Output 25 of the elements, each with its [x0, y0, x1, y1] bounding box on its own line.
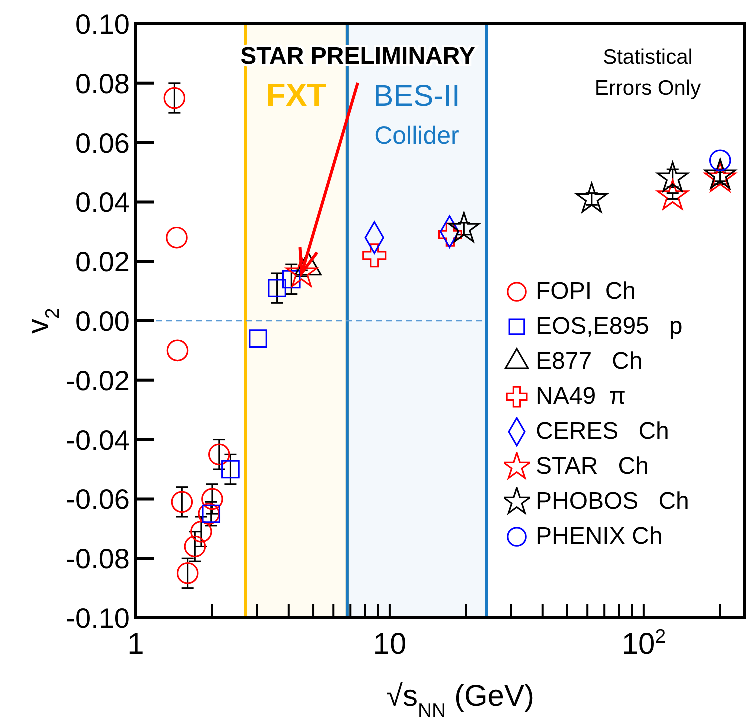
legend-label: FOPI Ch: [536, 277, 636, 307]
y-tick-label: -0.04: [66, 424, 130, 456]
legend-label: CERES Ch: [536, 417, 670, 447]
y-tick-label: -0.10: [66, 603, 130, 634]
y-tick-label: 0.10: [76, 9, 130, 40]
annotation: Statistical Errors Only: [594, 46, 702, 100]
y-tick-label: -0.06: [66, 484, 130, 516]
y-tick-label: -0.02: [66, 365, 130, 396]
x-tick-label: 10$^{2}$: [622, 626, 666, 661]
y-tick-label: 0.00: [76, 306, 130, 337]
legend-label: E877 Ch: [536, 347, 643, 377]
band-label: BES-II Collider: [374, 80, 460, 150]
y-tick-label: 0.02: [76, 246, 130, 278]
x-tick-label: 1: [128, 628, 144, 661]
y-tick-label: 0.08: [76, 68, 130, 100]
x-tick-label: 10: [373, 628, 407, 661]
y-tick-label: 0.06: [76, 128, 130, 159]
y-tick-label: -0.08: [66, 544, 130, 575]
legend-label: PHOBOS Ch: [536, 487, 690, 517]
legend-label: NA49 π: [536, 382, 626, 412]
x-axis-title: √s$_{NN}$ (GeV): [386, 680, 534, 722]
legend-label: PHENIX Ch: [536, 522, 663, 552]
y-tick-label: 0.04: [76, 187, 130, 218]
legend-label: STAR Ch: [536, 452, 649, 482]
legend-label: EOS,E895 p: [536, 312, 683, 342]
